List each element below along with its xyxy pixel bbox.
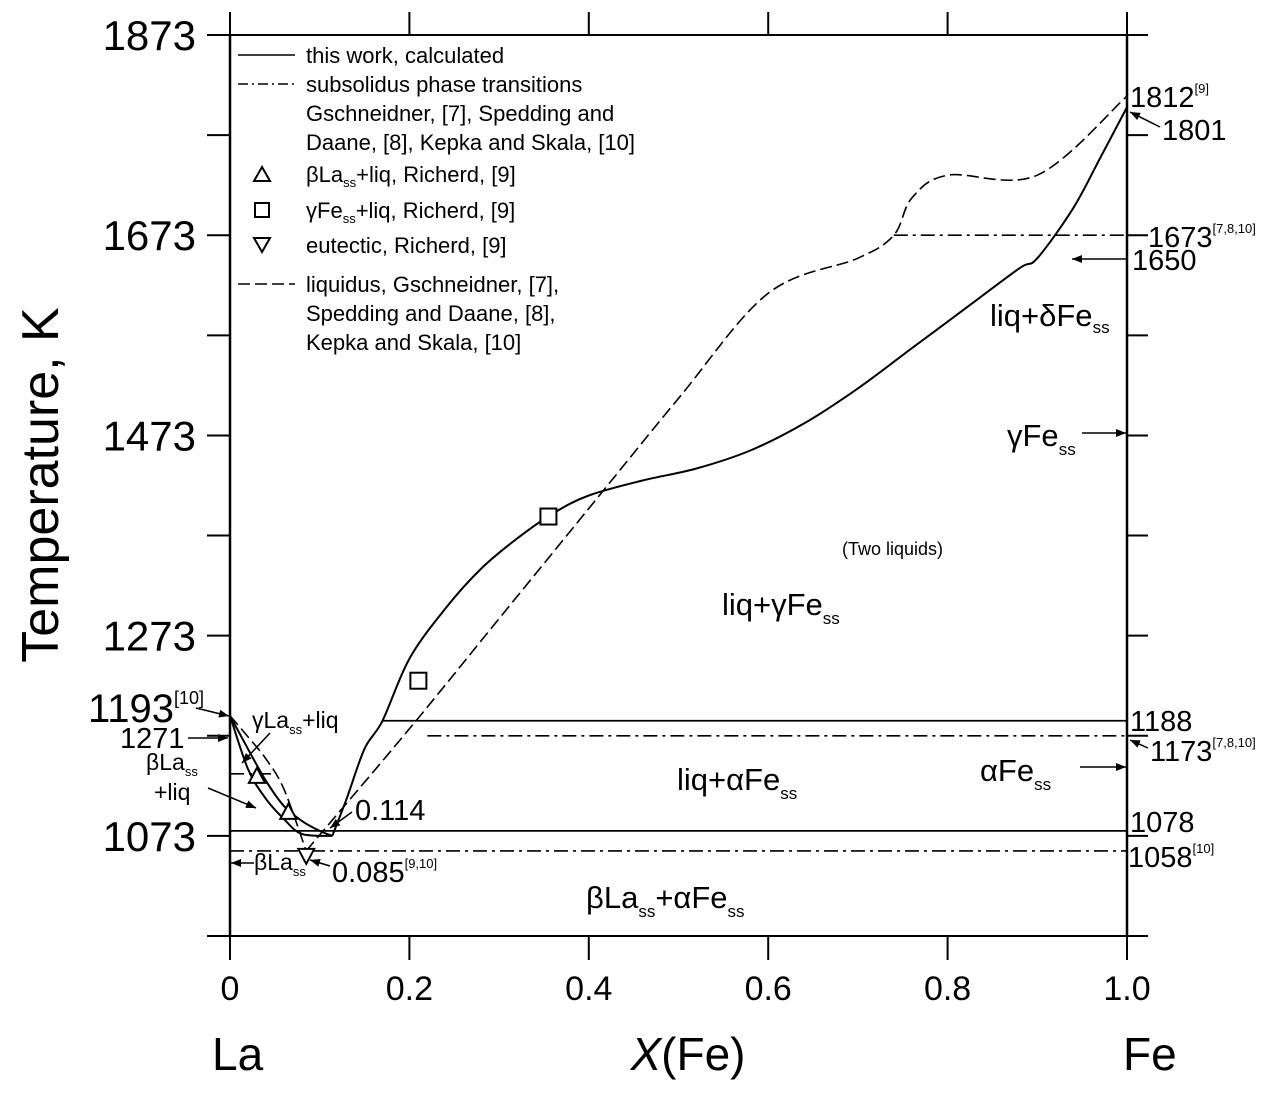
triangle-up-marker bbox=[247, 765, 267, 784]
square-marker bbox=[409, 671, 428, 690]
arrow-1173 bbox=[1129, 739, 1149, 749]
triangle-down-marker bbox=[296, 847, 316, 867]
series-solid-curve-2 bbox=[229, 715, 333, 837]
label-beta-la-liq-2: +liq bbox=[154, 779, 190, 805]
label-1188: 1188 bbox=[1130, 706, 1192, 738]
y-tick-label: 1473 bbox=[103, 412, 196, 459]
series-dashed-curve-1 bbox=[305, 95, 1128, 852]
legend-triangle-down-icon bbox=[252, 237, 272, 255]
label-1173: 1173[7,8,10] bbox=[1150, 735, 1256, 768]
x-tick-label: 0.4 bbox=[565, 970, 612, 1008]
x-tick-label: 0.8 bbox=[924, 970, 971, 1008]
label-gamma-la-liq: γLass+liq bbox=[252, 707, 339, 737]
x-tick-label: 1.0 bbox=[1103, 970, 1150, 1008]
label-1078: 1078 bbox=[1130, 807, 1195, 839]
arrow-1193 bbox=[195, 707, 230, 718]
y-tick-label: 1273 bbox=[103, 613, 196, 660]
y-tick-label: 1673 bbox=[103, 212, 196, 259]
legend-entry-1: this work, calculated bbox=[306, 43, 504, 68]
x-end-label-right: Fe bbox=[1123, 1028, 1177, 1080]
legend-entry-2-line-1: subsolidus phase transitions bbox=[306, 72, 582, 97]
x-tick-label: 0 bbox=[221, 970, 240, 1008]
label-1058: 1058[10] bbox=[1128, 841, 1214, 874]
x-end-label-left: La bbox=[212, 1028, 264, 1080]
legend-entry-2-line-3: Daane, [8], Kepka and Skala, [10] bbox=[306, 130, 635, 155]
legend: this work, calculated subsolidus phase t… bbox=[238, 43, 635, 355]
label-liq-delta-fe: liq+δFess bbox=[990, 298, 1110, 337]
legend-entry-6-line-2: Spedding and Daane, [8], bbox=[306, 301, 556, 326]
label-1801: 1801 bbox=[1162, 115, 1227, 147]
arrow-gamma-la-liq bbox=[241, 732, 271, 764]
label-1812: 1812[9] bbox=[1130, 81, 1209, 114]
label-1193: 1193[10] bbox=[88, 687, 204, 731]
x-axis-label: X(Fe) bbox=[629, 1028, 745, 1080]
arrow-0085 bbox=[309, 859, 331, 867]
label-beta-la-liq-1: βLass bbox=[146, 749, 198, 779]
legend-entry-3: βLass+liq, Richerd, [9] bbox=[306, 162, 516, 190]
legend-triangle-up-icon bbox=[252, 164, 272, 182]
y-tick-label: 1873 bbox=[103, 12, 196, 59]
y-axis-label: Temperature, K bbox=[12, 307, 70, 663]
arrow-1801 bbox=[1129, 111, 1161, 128]
arrow-beta-la-liq bbox=[207, 787, 257, 809]
label-1271: 1271 bbox=[120, 723, 185, 755]
annotations: 1812[9] 1801 1673[7,8,10] 1650 liq+δFess… bbox=[88, 81, 1256, 921]
label-beta-la-alpha-fe: βLass+αFess bbox=[586, 880, 745, 921]
label-1673-right: 1673[7,8,10] bbox=[1148, 221, 1256, 254]
label-liq-alpha-fe: liq+αFess bbox=[677, 762, 797, 803]
label-1650: 1650 bbox=[1132, 245, 1197, 277]
label-liq-gamma-fe: liq+γFess bbox=[722, 587, 840, 628]
x-tick-label: 0.2 bbox=[386, 970, 433, 1008]
square-marker bbox=[539, 507, 558, 526]
label-gamma-fe: γFess bbox=[1007, 418, 1076, 459]
series-solid-curve-1 bbox=[331, 106, 1128, 837]
arrow-0114 bbox=[329, 811, 353, 829]
label-alpha-fe: αFess bbox=[980, 753, 1051, 794]
legend-entry-5: eutectic, Richerd, [9] bbox=[306, 233, 507, 258]
label-beta-la: βLass bbox=[254, 849, 306, 879]
label-0085: 0.085[9,10] bbox=[332, 856, 437, 889]
triangle-up-marker bbox=[278, 801, 298, 820]
legend-entry-6-line-1: liquidus, Gschneidner, [7], bbox=[306, 272, 559, 297]
legend-entry-4: γFess+liq, Richerd, [9] bbox=[306, 198, 515, 226]
legend-square-icon bbox=[254, 202, 270, 218]
legend-entry-2-line-2: Gschneidner, [7], Spedding and bbox=[306, 101, 614, 126]
y-tick-label: 1073 bbox=[103, 813, 196, 860]
legend-entry-6-line-3: Kepka and Skala, [10] bbox=[306, 330, 521, 355]
x-tick-label: 0.6 bbox=[745, 970, 792, 1008]
label-two-liquids: (Two liquids) bbox=[842, 539, 943, 559]
label-0114: 0.114 bbox=[355, 795, 425, 827]
series-dashed-curve-0 bbox=[229, 715, 307, 852]
